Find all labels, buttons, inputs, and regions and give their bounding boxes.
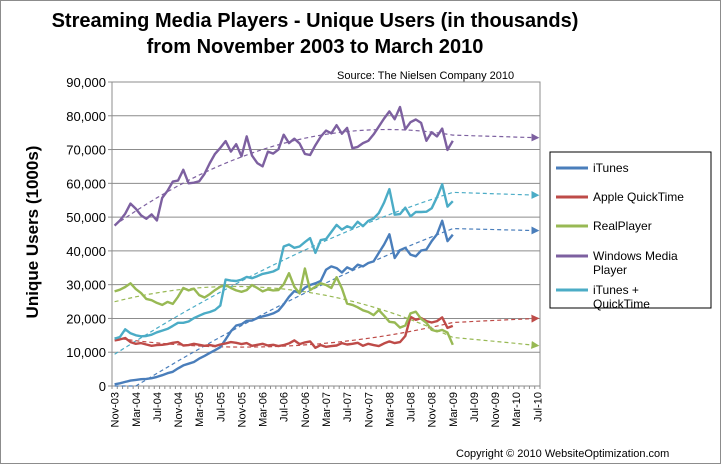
legend: iTunes Apple QuickTime RealPlayer Windows M…	[556, 161, 684, 311]
x-tick-label: Jul-07	[342, 392, 354, 422]
x-tick-label: Jul-05	[215, 392, 227, 422]
series-line	[114, 315, 454, 349]
series-line	[114, 267, 454, 346]
x-tick-label: Mar-10	[511, 392, 523, 427]
y-tick-label: 0	[99, 379, 106, 394]
x-tick-label: Jul-08	[406, 392, 418, 422]
y-axis-label: Unique Users (1000s)	[23, 146, 42, 319]
source-note: Source: The Nielsen Company 2010	[337, 70, 514, 82]
y-tick-label: 40,000	[66, 244, 106, 259]
trendline	[114, 190, 540, 355]
x-tick-label: Nov-06	[300, 392, 312, 427]
x-tick-label: Mar-05	[194, 392, 206, 427]
x-tick-label: Nov-08	[427, 392, 439, 427]
x-tick-label: Jul-10	[532, 392, 544, 422]
x-tick-label: Mar-09	[448, 392, 460, 427]
legend-label: Apple QuickTime	[593, 190, 684, 204]
x-tick-label: Jul-06	[279, 392, 291, 422]
plot-area	[111, 81, 541, 387]
y-tick-label: 60,000	[66, 176, 106, 191]
series-line	[114, 183, 454, 340]
chart-title-line-2: from November 2003 to March 2010	[147, 36, 484, 58]
x-tick-label: Nov-05	[236, 392, 248, 427]
gridlines	[112, 115, 540, 353]
y-tick-label: 70,000	[66, 143, 106, 158]
chart-title-line-1: Streaming Media Players - Unique Users (…	[52, 10, 579, 32]
x-tick-label: Nov-04	[173, 392, 185, 427]
x-tick-label: Mar-04	[131, 392, 143, 427]
y-tick-label: 20,000	[66, 311, 106, 326]
x-tick-label: Jul-04	[152, 392, 164, 422]
y-tick-label: 90,000	[66, 75, 106, 90]
x-tick-label: Mar-07	[321, 392, 333, 427]
copyright-note: Copyright © 2010 WebsiteOptimization.com	[456, 448, 669, 460]
x-tick-label: Nov-07	[363, 392, 375, 427]
y-tick-label: 80,000	[66, 109, 106, 124]
y-tick-label: 50,000	[66, 210, 106, 225]
x-tick-label: Mar-08	[384, 392, 396, 427]
legend-label: iTunes	[593, 161, 629, 175]
series-lines	[113, 105, 454, 386]
y-tick-label: 30,000	[66, 278, 106, 293]
legend-label: iTunes + QuickTime	[593, 283, 650, 311]
x-tick-label: Mar-06	[258, 392, 270, 427]
legend-box	[549, 151, 712, 309]
x-tick-label: Nov-09	[490, 392, 502, 427]
series-line	[113, 105, 454, 227]
y-tick-label: 10,000	[66, 345, 106, 360]
legend-label: RealPlayer	[593, 219, 652, 233]
trendline	[114, 226, 540, 387]
y-axis-ticks: 0 10,000 20,000 30,000 40,000 50,000 60,000 70,…	[66, 75, 112, 394]
x-tick-label: Jul-09	[469, 392, 481, 422]
x-axis-ticks: Nov-03 Mar-04 Jul-04 Nov-04 Mar-05 Jul-05 Nov-…	[110, 386, 544, 427]
trendline	[114, 128, 540, 226]
legend-label: Windows Media Player	[593, 249, 678, 277]
x-tick-label: Nov-03	[110, 392, 122, 427]
series-line	[114, 219, 454, 386]
